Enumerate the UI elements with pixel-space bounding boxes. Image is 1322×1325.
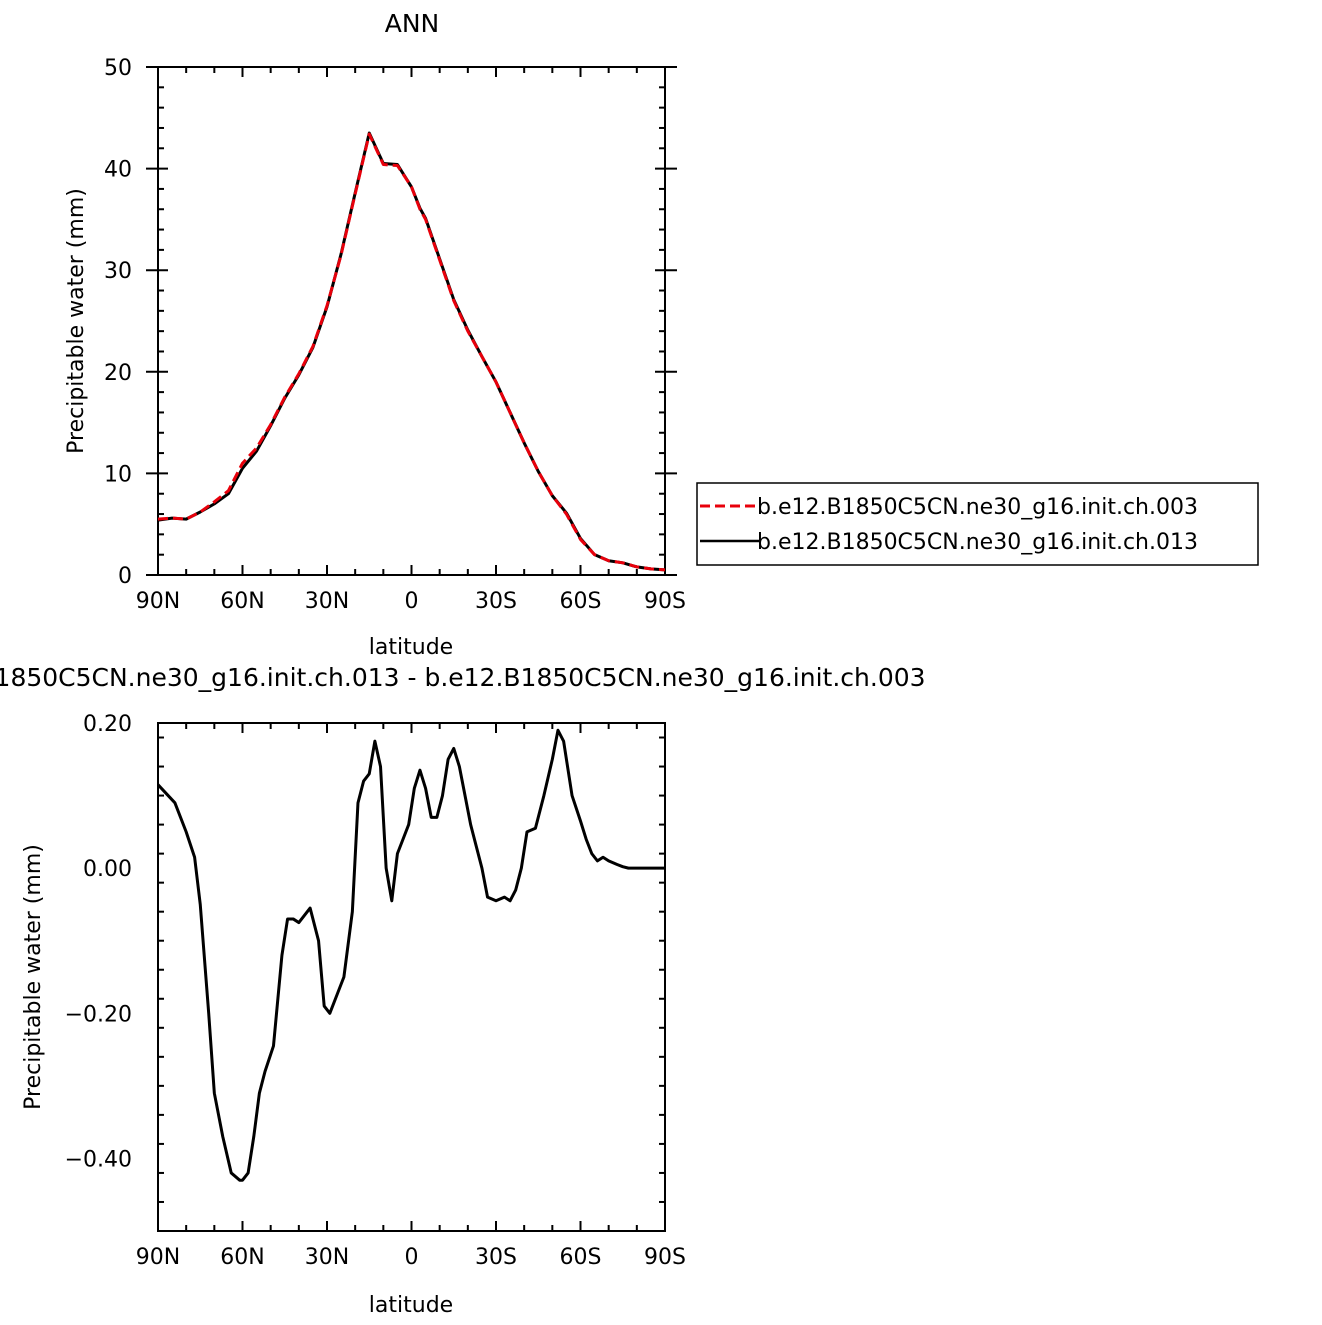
mean-chart-ylabel: Precipitable water (mm) <box>64 188 89 454</box>
mean-chart-frame <box>157 66 666 576</box>
difference-chart-ytick-label: 0.20 <box>83 712 132 737</box>
mean-chart-series-line-0 <box>157 132 666 572</box>
difference-chart-ticks: 90N 60N 30N 0 30S 60S 90S −0.40 −0.20 0.00 0.20 <box>65 712 686 1270</box>
difference-chart-ytick-label: −0.20 <box>65 1002 132 1027</box>
difference-chart-xtick-label: 90N <box>136 1245 180 1270</box>
legend: b.e12.B1850C5CN.ne30_g16.init.ch.003 b.e… <box>696 482 1259 566</box>
mean-chart-xtick-label: 30S <box>475 589 517 614</box>
legend-label-003: b.e12.B1850C5CN.ne30_g16.init.ch.003 <box>757 495 1198 520</box>
difference-chart-xlabel: latitude <box>369 1293 453 1318</box>
difference-chart-ytick-label: −0.40 <box>65 1147 132 1172</box>
mean-chart-xtick-label: 90S <box>644 589 686 614</box>
difference-chart-ylabel: Precipitable water (mm) <box>21 844 46 1110</box>
difference-chart-xtick-label: 90S <box>644 1245 686 1270</box>
mean-chart-xtick-label: 60S <box>560 589 602 614</box>
mean-chart-ytick-label: 0 <box>118 564 132 589</box>
difference-chart-ytick-label: 0.00 <box>83 857 132 882</box>
mean-chart-panel: ANN 90N 60N 30N 0 30S 60S 90S 0 10 20 30 40 50 latit… <box>64 9 1259 660</box>
mean-chart-xtick-label: 0 <box>405 589 419 614</box>
mean-chart-xtick-label: 60N <box>220 589 264 614</box>
mean-chart-ytick-label: 20 <box>104 361 132 386</box>
difference-chart-xtick-label: 30S <box>475 1245 517 1270</box>
difference-chart-title: b.e12.B1850C5CN.ne30_g16.init.ch.013 - b… <box>0 663 926 692</box>
difference-chart-series-line-0 <box>156 728 665 1182</box>
mean-chart-xtick-label: 30N <box>305 589 349 614</box>
difference-chart-xtick-label: 60N <box>220 1245 264 1270</box>
legend-box <box>696 482 1259 566</box>
mean-chart-ytick-label: 10 <box>104 462 132 487</box>
mean-chart-xlabel: latitude <box>369 635 453 660</box>
mean-chart-ytick-label: 40 <box>104 158 132 183</box>
mean-chart-ytick-label: 30 <box>104 259 132 284</box>
difference-chart-xtick-label: 0 <box>405 1245 419 1270</box>
legend-label-013: b.e12.B1850C5CN.ne30_g16.init.ch.013 <box>757 530 1198 555</box>
mean-chart-title: ANN <box>385 9 440 38</box>
difference-chart-lines <box>156 728 665 1182</box>
mean-chart-lines <box>157 131 666 572</box>
mean-chart-xtick-label: 90N <box>136 589 180 614</box>
difference-chart-xtick-label: 30N <box>305 1245 349 1270</box>
difference-chart-panel: b.e12.B1850C5CN.ne30_g16.init.ch.013 - b… <box>0 663 926 1318</box>
difference-chart-xtick-label: 60S <box>560 1245 602 1270</box>
mean-chart-ytick-label: 50 <box>104 56 132 81</box>
mean-chart-series-line-1 <box>157 131 666 572</box>
mean-chart-ticks: 90N 60N 30N 0 30S 60S 90S 0 10 20 30 40 50 <box>104 56 686 614</box>
